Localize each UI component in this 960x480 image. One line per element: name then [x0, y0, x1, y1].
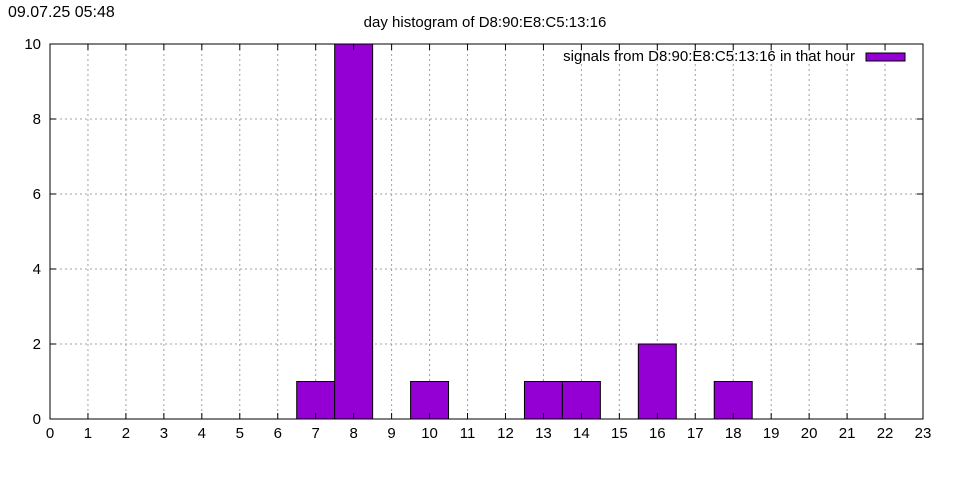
bar-hour-16: [637, 343, 677, 420]
x-tick-label: 2: [122, 425, 130, 442]
x-tick-label: 15: [611, 425, 628, 442]
x-tick-label: 22: [877, 425, 894, 442]
chart-title: day histogram of D8:90:E8:C5:13:16: [364, 14, 607, 31]
grid: [50, 44, 923, 419]
legend-swatch: [865, 52, 906, 62]
timestamp: 09.07.25 05:48: [8, 4, 115, 21]
y-tick-label: 10: [24, 36, 41, 53]
x-tick-label: 19: [763, 425, 780, 442]
bar-hour-8: [334, 43, 374, 420]
x-tick-label: 21: [839, 425, 856, 442]
x-tick-label: 9: [387, 425, 395, 442]
x-tick-label: 1: [84, 425, 92, 442]
x-tick-label: 6: [274, 425, 282, 442]
x-tick-label: 20: [801, 425, 818, 442]
x-tick-label: 23: [915, 425, 932, 442]
x-tick-label: 3: [160, 425, 168, 442]
x-tick-label: 17: [687, 425, 704, 442]
x-tick-label: 0: [46, 425, 54, 442]
plot-frame: [49, 43, 924, 420]
legend: signals from D8:90:E8:C5:13:16 in that h…: [563, 48, 906, 65]
legend-label: signals from D8:90:E8:C5:13:16 in that h…: [563, 48, 855, 65]
x-tick-label: 18: [725, 425, 742, 442]
y-tick-label: 8: [33, 111, 41, 128]
x-tick-label: 13: [535, 425, 552, 442]
x-tick-label: 12: [497, 425, 514, 442]
y-tick-label: 0: [33, 411, 41, 428]
x-tick-label: 16: [649, 425, 666, 442]
bar-hour-7: [296, 381, 336, 420]
bars: [296, 43, 753, 420]
bar-hour-18: [713, 381, 753, 420]
y-tick-label: 2: [33, 336, 41, 353]
axes: 0 1 2 3 4 5 6 7 8 9 10 11 12 13 14 15 16 17 18 19 20 21 22 2302…: [24, 36, 931, 442]
x-tick-label: 5: [236, 425, 244, 442]
x-tick-label: 14: [573, 425, 590, 442]
x-tick-label: 10: [421, 425, 438, 442]
x-tick-label: 11: [460, 425, 476, 442]
x-tick-label: 7: [312, 425, 320, 442]
x-tick-label: 8: [349, 425, 357, 442]
y-tick-label: 6: [33, 186, 41, 203]
y-tick-label: 4: [33, 261, 41, 278]
x-tick-label: 4: [198, 425, 206, 442]
